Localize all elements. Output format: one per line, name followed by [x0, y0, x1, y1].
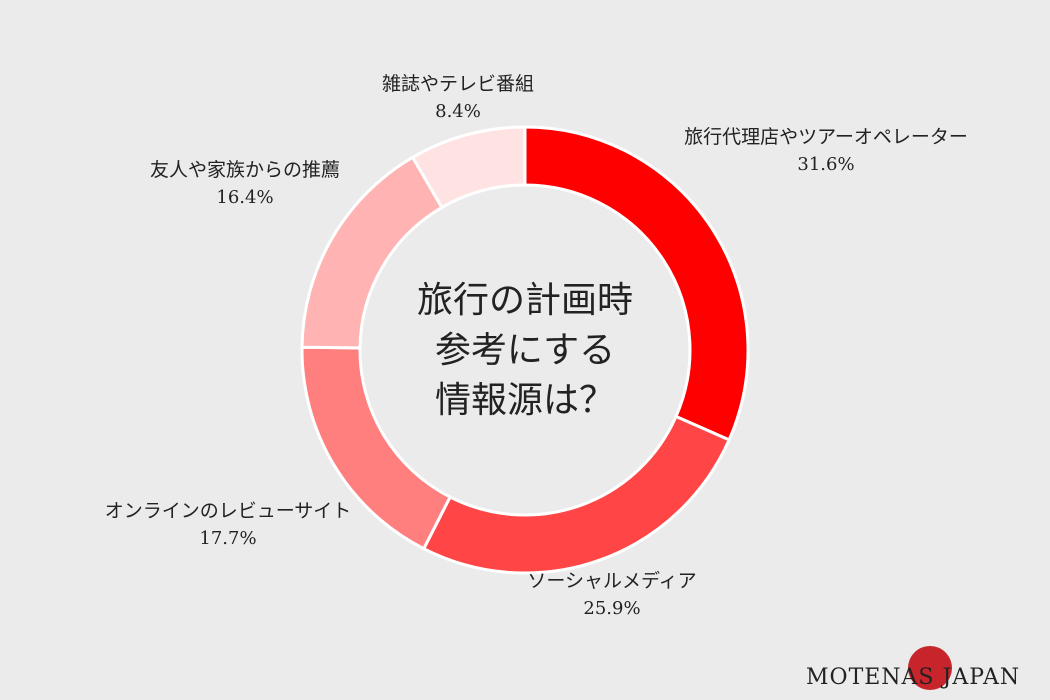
red-sun-icon	[908, 646, 952, 690]
donut-slice	[421, 414, 732, 575]
donut-slice	[410, 125, 527, 210]
slice-percent-label: 17.7%	[199, 528, 256, 549]
chart-title-line-2: 参考にする	[435, 330, 615, 371]
brand-logo: MOTENAS JAPAN	[806, 644, 1036, 694]
chart-title-line-3: 情報源は？	[435, 380, 615, 421]
slice-label: 旅行代理店やツアーオペレーター	[684, 126, 968, 148]
chart-title-line-1: 旅行の計画時	[417, 280, 633, 321]
slice-percent-label: 16.4%	[216, 187, 273, 208]
chart-title: 旅行の計画時 参考にする 情報源は？	[417, 280, 633, 421]
slice-labels: 旅行代理店やツアーオペレーター 31.6% ソーシャルメディア 25.9% オンラインの…	[105, 73, 968, 619]
slice-label: 雑誌やテレビ番組	[382, 73, 534, 95]
slice-label: オンラインのレビューサイト	[105, 500, 352, 522]
brand-text: MOTENAS JAPAN	[806, 665, 1021, 690]
slice-label: ソーシャルメディア	[527, 570, 696, 592]
slice-label: 友人や家族からの推薦	[150, 159, 340, 181]
slice-percent-label: 25.9%	[583, 598, 640, 619]
slice-percent-label: 31.6%	[797, 154, 854, 175]
donut-slices	[300, 125, 750, 575]
slice-percent-label: 8.4%	[435, 101, 481, 122]
donut-slice	[523, 125, 750, 442]
